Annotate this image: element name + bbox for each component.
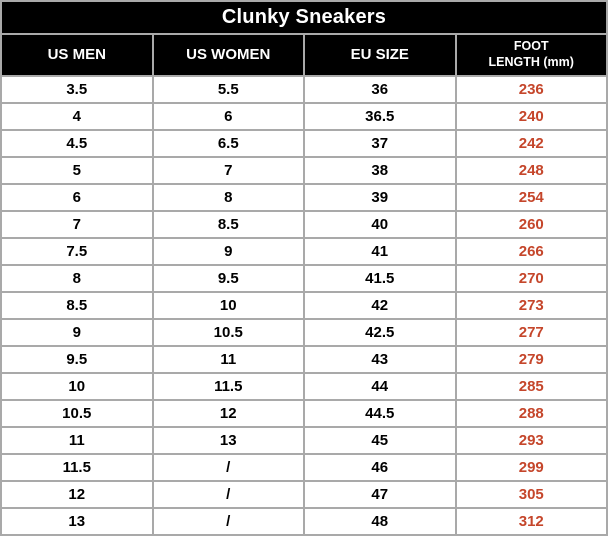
foot-length-cell: 270 — [454, 264, 608, 293]
us-men-cell: 6 — [0, 183, 154, 212]
foot-length-cell: 288 — [454, 399, 608, 428]
us-women-cell: 9.5 — [151, 264, 305, 293]
us-men-cell: 3.5 — [0, 75, 154, 104]
eu-size-cell: 36 — [303, 75, 457, 104]
foot-length-cell: 266 — [454, 237, 608, 266]
table-row: 5 7 38 248 — [0, 156, 608, 185]
us-women-cell: 8.5 — [151, 210, 305, 239]
table-row: 9.5 11 43 279 — [0, 345, 608, 374]
table-row: 13/48 312 — [0, 507, 608, 536]
us-men-cell: 11.5 — [0, 453, 154, 482]
eu-size-cell: 36.5 — [303, 102, 457, 131]
us-men-cell: 4 — [0, 102, 154, 131]
eu-size-cell: 43 — [303, 345, 457, 374]
foot-length-cell: 285 — [454, 372, 608, 401]
column-header-row: US MEN US WOMEN EU SIZE FOOT LENGTH (mm) — [0, 33, 608, 77]
eu-size-cell: 45 — [303, 426, 457, 455]
table-row: 9 10.5 42.5 277 — [0, 318, 608, 347]
us-women-cell: 13 — [151, 426, 305, 455]
foot-length-cell: 299 — [454, 453, 608, 482]
eu-size-cell: 40 — [303, 210, 457, 239]
foot-length-cell: 312 — [454, 507, 608, 536]
us-men-cell: 10 — [0, 372, 154, 401]
eu-size-cell: 44 — [303, 372, 457, 401]
table-title: Clunky Sneakers — [0, 0, 608, 35]
table-row: 7 8.5 40 260 — [0, 210, 608, 239]
us-men-cell: 7 — [0, 210, 154, 239]
us-men-cell: 4.5 — [0, 129, 154, 158]
us-men-cell: 10.5 — [0, 399, 154, 428]
table-row: 6 8 39 254 — [0, 183, 608, 212]
table-row: 8 9.5 41.5 270 — [0, 264, 608, 293]
column-header-us-men: US MEN — [0, 33, 154, 77]
us-men-cell: 9 — [0, 318, 154, 347]
eu-size-cell: 39 — [303, 183, 457, 212]
us-women-cell: 7 — [151, 156, 305, 185]
column-header-foot-length: FOOT LENGTH (mm) — [454, 33, 608, 77]
us-women-cell: 8 — [151, 183, 305, 212]
table-row: 10 11.5 44 285 — [0, 372, 608, 401]
us-men-cell: 9.5 — [0, 345, 154, 374]
us-men-cell: 8.5 — [0, 291, 154, 320]
foot-length-cell: 254 — [454, 183, 608, 212]
table-row: 8.5 10 42 273 — [0, 291, 608, 320]
eu-size-cell: 42 — [303, 291, 457, 320]
table-row: 10.5 12 44.5 288 — [0, 399, 608, 428]
foot-length-cell: 236 — [454, 75, 608, 104]
us-women-cell: 6 — [151, 102, 305, 131]
us-women-cell: 9 — [151, 237, 305, 266]
foot-length-cell: 260 — [454, 210, 608, 239]
us-men-cell: 8 — [0, 264, 154, 293]
us-women-cell: 10.5 — [151, 318, 305, 347]
eu-size-cell: 42.5 — [303, 318, 457, 347]
title-row: Clunky Sneakers — [0, 0, 608, 35]
us-women-cell: 11 — [151, 345, 305, 374]
us-women-cell: 5.5 — [151, 75, 305, 104]
size-chart-header: Clunky Sneakers US MEN US WOMEN EU SIZE … — [0, 0, 608, 77]
us-men-cell: 13 — [0, 507, 154, 536]
foot-length-cell: 293 — [454, 426, 608, 455]
foot-length-cell: 240 — [454, 102, 608, 131]
us-men-cell: 11 — [0, 426, 154, 455]
us-men-cell: 5 — [0, 156, 154, 185]
eu-size-cell: 41 — [303, 237, 457, 266]
table-row: 7.5 9 41 266 — [0, 237, 608, 266]
table-row: 3.5 5.5 36 236 — [0, 75, 608, 104]
us-women-cell: 12 — [151, 399, 305, 428]
table-row: 11.5/46 299 — [0, 453, 608, 482]
us-women-cell: 6.5 — [151, 129, 305, 158]
table-row: 4.5 6.5 37 242 — [0, 129, 608, 158]
eu-size-cell: 37 — [303, 129, 457, 158]
column-header-eu-size: EU SIZE — [303, 33, 457, 77]
table-row: 11 13 45 293 — [0, 426, 608, 455]
us-women-cell: / — [151, 507, 305, 536]
eu-size-cell: 38 — [303, 156, 457, 185]
table-row: 4 6 36.5 240 — [0, 102, 608, 131]
foot-length-cell: 248 — [454, 156, 608, 185]
us-men-cell: 7.5 — [0, 237, 154, 266]
us-women-cell: / — [151, 453, 305, 482]
foot-length-cell: 279 — [454, 345, 608, 374]
foot-length-cell: 273 — [454, 291, 608, 320]
eu-size-cell: 46 — [303, 453, 457, 482]
foot-length-cell: 242 — [454, 129, 608, 158]
column-header-us-women: US WOMEN — [151, 33, 305, 77]
eu-size-cell: 48 — [303, 507, 457, 536]
us-women-cell: 10 — [151, 291, 305, 320]
eu-size-cell: 41.5 — [303, 264, 457, 293]
size-table-body: 3.5 5.5 36 236 4 6 36.5 240 4.5 6.5 37 242 5 7 38 248 6 8… — [0, 75, 608, 536]
foot-length-cell: 277 — [454, 318, 608, 347]
eu-size-cell: 44.5 — [303, 399, 457, 428]
us-women-cell: 11.5 — [151, 372, 305, 401]
